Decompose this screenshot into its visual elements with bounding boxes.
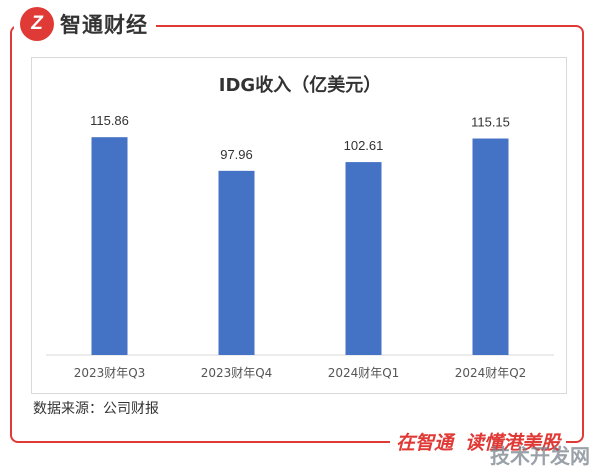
watermark: 技术开发网 <box>490 444 590 468</box>
bar-3 <box>345 162 382 355</box>
bar-4 <box>472 138 509 355</box>
brand-header: Z 智通财经 <box>14 6 156 42</box>
brand-name: 智通财经 <box>60 13 148 37</box>
data-label-1: 115.86 <box>90 113 129 128</box>
slogan: 在智通 读懂港美股 <box>389 427 566 455</box>
brand-logo-icon: Z <box>20 7 54 41</box>
data-label-4: 115.15 <box>471 115 510 130</box>
x-tick-label-1: 2023财年Q3 <box>74 366 146 380</box>
slogan-part-1: 在智通 <box>395 431 453 454</box>
x-tick-label-2: 2023财年Q4 <box>201 366 273 380</box>
card-frame <box>10 25 584 443</box>
bar-chart: IDG收入（亿美元） 115.86 2023财年Q3 97.96 2023财年Q4 10… <box>46 74 554 380</box>
bar-2 <box>218 170 255 355</box>
chart-panel: IDG收入（亿美元） 115.86 2023财年Q3 97.96 2023财年Q4 10… <box>31 57 567 394</box>
data-source-note: 数据来源：公司财报 <box>33 401 159 417</box>
data-label-3: 102.61 <box>344 138 384 153</box>
x-tick-label-3: 2024财年Q1 <box>328 366 400 380</box>
x-tick-label-4: 2024财年Q2 <box>455 366 527 380</box>
slogan-part-2: 读懂港美股 <box>464 431 560 454</box>
data-label-2: 97.96 <box>220 147 253 162</box>
chart-title: IDG收入（亿美元） <box>219 74 381 96</box>
bar-1 <box>91 137 128 355</box>
